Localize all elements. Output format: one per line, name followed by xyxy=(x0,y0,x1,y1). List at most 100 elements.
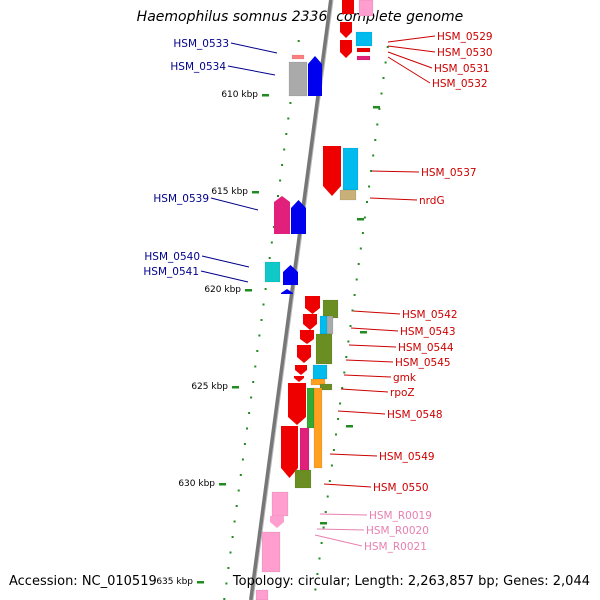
tick-dot xyxy=(241,458,244,461)
gene-label-hsm-0545[interactable]: HSM_0545 xyxy=(395,357,451,369)
tick-dot xyxy=(256,350,259,352)
tick-dot xyxy=(324,511,327,513)
major-tick xyxy=(262,94,269,97)
gene-label-hsm-0530[interactable]: HSM_0530 xyxy=(437,47,493,59)
gene-label-hsm-r0020[interactable]: HSM_R0020 xyxy=(366,525,429,537)
gene-pink-top xyxy=(358,0,374,17)
tick-dot xyxy=(332,449,335,451)
gene-hsm-0530 xyxy=(355,31,373,47)
gene-hsm-0529 xyxy=(342,0,354,14)
genome-backbone xyxy=(249,0,334,600)
gene-hsm-0543-gray xyxy=(326,315,334,335)
tick-dot xyxy=(225,582,228,585)
leader-hsm-0530 xyxy=(387,45,436,53)
tick-dot xyxy=(279,179,282,182)
gene-small-red xyxy=(356,47,371,53)
tick-dot xyxy=(237,489,240,492)
tick-dot xyxy=(370,170,373,172)
gene-hsm-r0021 xyxy=(261,531,281,573)
tick-dot xyxy=(322,526,325,529)
gene-label-gmk[interactable]: gmk xyxy=(393,372,417,384)
gene-label-hsm-0534[interactable]: HSM_0534 xyxy=(170,61,226,73)
leader-hsm-r0020 xyxy=(316,528,365,531)
gene-label-hsm-0548[interactable]: HSM_0548 xyxy=(387,409,443,421)
leader-hsm-0532 xyxy=(387,56,431,84)
scale-label: 615 kbp xyxy=(211,187,248,197)
major-tick xyxy=(245,289,252,292)
leader-hsm-0539 xyxy=(210,197,259,211)
scale-labels: 610 kbp 615 kbp 620 kbp 625 kbp 630 kbp 635 k… xyxy=(156,90,258,587)
gene-hsm-0548-red xyxy=(288,383,306,425)
tick-dot xyxy=(382,77,385,79)
tick-dot xyxy=(262,303,265,306)
tick-dot xyxy=(351,309,354,312)
gene-label-rpoz[interactable]: rpoZ xyxy=(390,387,415,399)
tick-dot xyxy=(246,427,248,430)
leader-gmk xyxy=(343,374,392,378)
gene-label-hsm-0543[interactable]: HSM_0543 xyxy=(400,326,456,338)
leader-hsm-r0021 xyxy=(314,534,363,547)
tick-dot xyxy=(376,123,379,126)
leader-hsm-0540 xyxy=(201,255,250,268)
tick-dot xyxy=(243,443,246,445)
gene-rpoz-red xyxy=(294,376,304,382)
gene-hsm-0539 xyxy=(291,200,306,234)
tick-dot xyxy=(233,520,236,523)
leader-hsm-r0019 xyxy=(319,513,368,516)
gene-hsm-0549-red xyxy=(281,426,298,478)
gene-label-hsm-0539[interactable]: HSM_0539 xyxy=(153,193,209,205)
gene-label-nrdg[interactable]: nrdG xyxy=(419,195,445,207)
gene-label-hsm-0529[interactable]: HSM_0529 xyxy=(437,31,493,43)
gene-label-hsm-0541[interactable]: HSM_0541 xyxy=(143,266,199,278)
gene-label-hsm-0531[interactable]: HSM_0531 xyxy=(434,63,490,75)
gene-hsm-r0020 xyxy=(270,516,284,528)
gene-label-hsm-0549[interactable]: HSM_0549 xyxy=(379,451,435,463)
tick-dot xyxy=(248,412,251,414)
gene-label-hsm-r0019[interactable]: HSM_R0019 xyxy=(369,510,432,522)
gene-hsm-0548 xyxy=(313,387,323,469)
gene-label-hsm-0532[interactable]: HSM_0532 xyxy=(432,78,488,90)
tick-dot xyxy=(380,92,383,95)
gene-label-hsm-0533[interactable]: HSM_0533 xyxy=(173,38,229,50)
leader-hsm-0533 xyxy=(230,42,278,54)
tick-dot xyxy=(268,257,271,259)
gene-label-hsm-0544[interactable]: HSM_0544 xyxy=(398,342,454,354)
gene-label-hsm-0537[interactable]: HSM_0537 xyxy=(421,167,477,179)
leader-hsm-0529 xyxy=(387,35,436,43)
tick-dot xyxy=(252,381,255,383)
tick-dot xyxy=(264,288,267,290)
tick-dot xyxy=(343,371,346,374)
backbone-line xyxy=(249,0,333,600)
major-tick xyxy=(252,191,259,194)
tick-dot xyxy=(223,598,226,600)
tick-dot xyxy=(227,567,230,569)
gene-nrdg xyxy=(339,189,357,201)
gene-hsm-0542 xyxy=(322,299,339,319)
leader-hsm-0545 xyxy=(345,359,394,363)
gene-hsm-0543-red xyxy=(303,314,317,330)
leader-hsm-0541 xyxy=(200,270,249,283)
scale-ticks xyxy=(197,40,389,600)
major-tick xyxy=(320,522,327,525)
gene-label-hsm-0540[interactable]: HSM_0540 xyxy=(144,251,200,263)
tick-dot xyxy=(378,108,381,110)
gene-hsm-0541-small xyxy=(281,289,293,294)
tick-dot xyxy=(283,148,286,151)
gene-hsm-0548-green xyxy=(306,387,315,429)
tick-dot xyxy=(359,247,362,250)
gene-pink-bottom xyxy=(255,589,269,600)
scale-label: 610 kbp xyxy=(221,90,258,100)
gene-label-hsm-r0021[interactable]: HSM_R0021 xyxy=(364,541,427,553)
label-leader-lines xyxy=(200,35,436,547)
leader-hsm-0548 xyxy=(337,410,386,415)
tick-dot xyxy=(349,325,352,327)
tick-dot xyxy=(289,102,292,104)
tick-dot xyxy=(285,133,288,135)
gene-hsm-0533 xyxy=(291,54,305,60)
tick-dot xyxy=(277,195,279,197)
gene-label-hsm-0550[interactable]: HSM_0550 xyxy=(373,482,429,494)
gene-label-hsm-0542[interactable]: HSM_0542 xyxy=(402,309,458,321)
gene-hsm-0542-red xyxy=(305,296,320,314)
gene-hsm-0534-gray xyxy=(288,61,308,97)
tick-dot xyxy=(239,474,242,476)
